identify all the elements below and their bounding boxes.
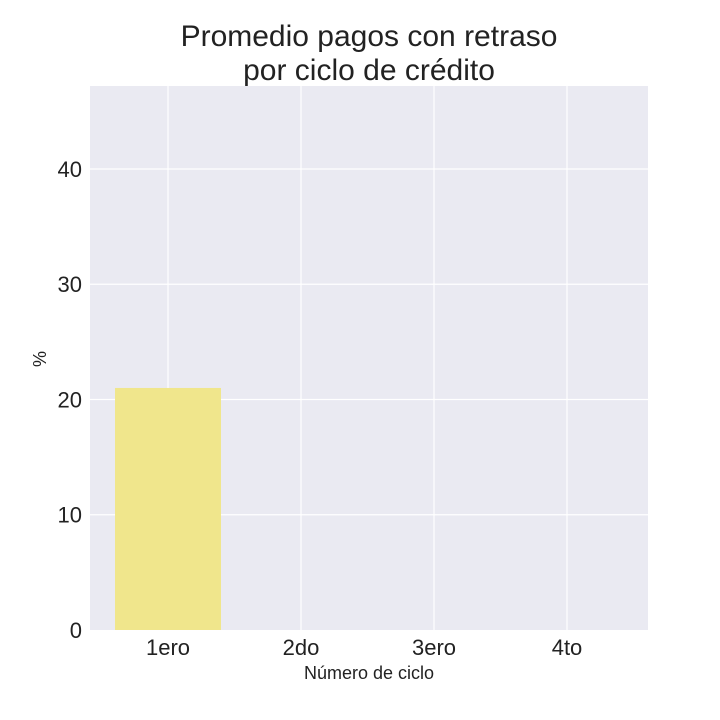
y-tick-label: 10 <box>58 503 82 528</box>
bar-1ero <box>115 387 221 630</box>
y-tick-label: 40 <box>58 157 82 182</box>
chart-title-line-1: Promedio pagos con retraso <box>181 20 558 53</box>
x-tick-label: 4to <box>552 635 583 660</box>
y-tick-labels: 0 10 20 30 40 <box>58 157 82 643</box>
y-tick-label: 0 <box>70 618 82 643</box>
x-tick-label: 3ero <box>412 635 456 660</box>
bars <box>115 387 221 630</box>
y-axis-label: % <box>30 351 50 367</box>
y-tick-label: 30 <box>58 272 82 297</box>
chart-title-line-2: por ciclo de crédito <box>243 54 495 87</box>
x-tick-label: 1ero <box>146 635 190 660</box>
x-tick-label: 2do <box>283 635 320 660</box>
y-tick-label: 20 <box>58 387 82 412</box>
x-axis-label: Número de ciclo <box>304 663 434 683</box>
x-tick-labels: 1ero 2do 3ero 4to <box>146 635 582 660</box>
